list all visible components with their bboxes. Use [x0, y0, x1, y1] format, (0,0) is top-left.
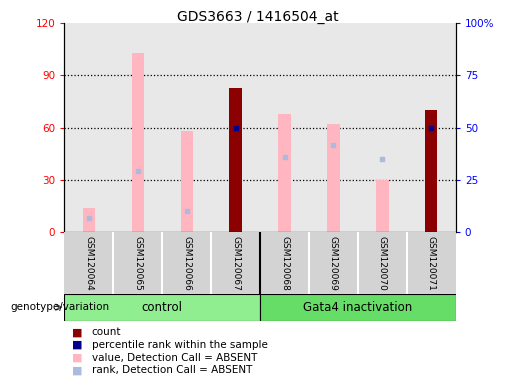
Text: GSM120066: GSM120066: [182, 236, 191, 290]
Bar: [181, 131, 193, 232]
Bar: [328, 124, 339, 232]
Bar: [230, 88, 242, 232]
Bar: [279, 114, 290, 232]
Text: ■: ■: [72, 340, 82, 350]
Point: [378, 156, 386, 162]
Point: [84, 215, 93, 221]
Text: GSM120068: GSM120068: [280, 236, 289, 290]
Text: GSM120069: GSM120069: [329, 236, 338, 290]
Text: GSM120065: GSM120065: [133, 236, 142, 290]
Text: GSM120070: GSM120070: [378, 236, 387, 290]
Point: [133, 168, 142, 174]
Bar: [260, 294, 456, 321]
Text: percentile rank within the sample: percentile rank within the sample: [92, 340, 268, 350]
Text: ■: ■: [72, 365, 82, 375]
Bar: [376, 180, 388, 232]
Bar: [425, 110, 437, 232]
Text: GSM120067: GSM120067: [231, 236, 240, 290]
Bar: [132, 53, 144, 232]
Text: GDS3663 / 1416504_at: GDS3663 / 1416504_at: [177, 10, 338, 23]
Text: Gata4 inactivation: Gata4 inactivation: [303, 301, 413, 314]
Text: GSM120064: GSM120064: [84, 236, 93, 290]
Point: [329, 142, 337, 148]
Text: ■: ■: [72, 353, 82, 362]
Bar: [83, 208, 95, 232]
Text: ■: ■: [72, 327, 82, 337]
Text: rank, Detection Call = ABSENT: rank, Detection Call = ABSENT: [92, 365, 252, 375]
Point: [231, 124, 239, 131]
Point: [280, 154, 288, 161]
Text: genotype/variation: genotype/variation: [10, 302, 109, 312]
Text: value, Detection Call = ABSENT: value, Detection Call = ABSENT: [92, 353, 257, 362]
Text: count: count: [92, 327, 121, 337]
Point: [182, 208, 191, 214]
Bar: [64, 294, 260, 321]
Text: GSM120071: GSM120071: [427, 236, 436, 290]
Text: control: control: [142, 301, 183, 314]
Point: [427, 124, 435, 131]
